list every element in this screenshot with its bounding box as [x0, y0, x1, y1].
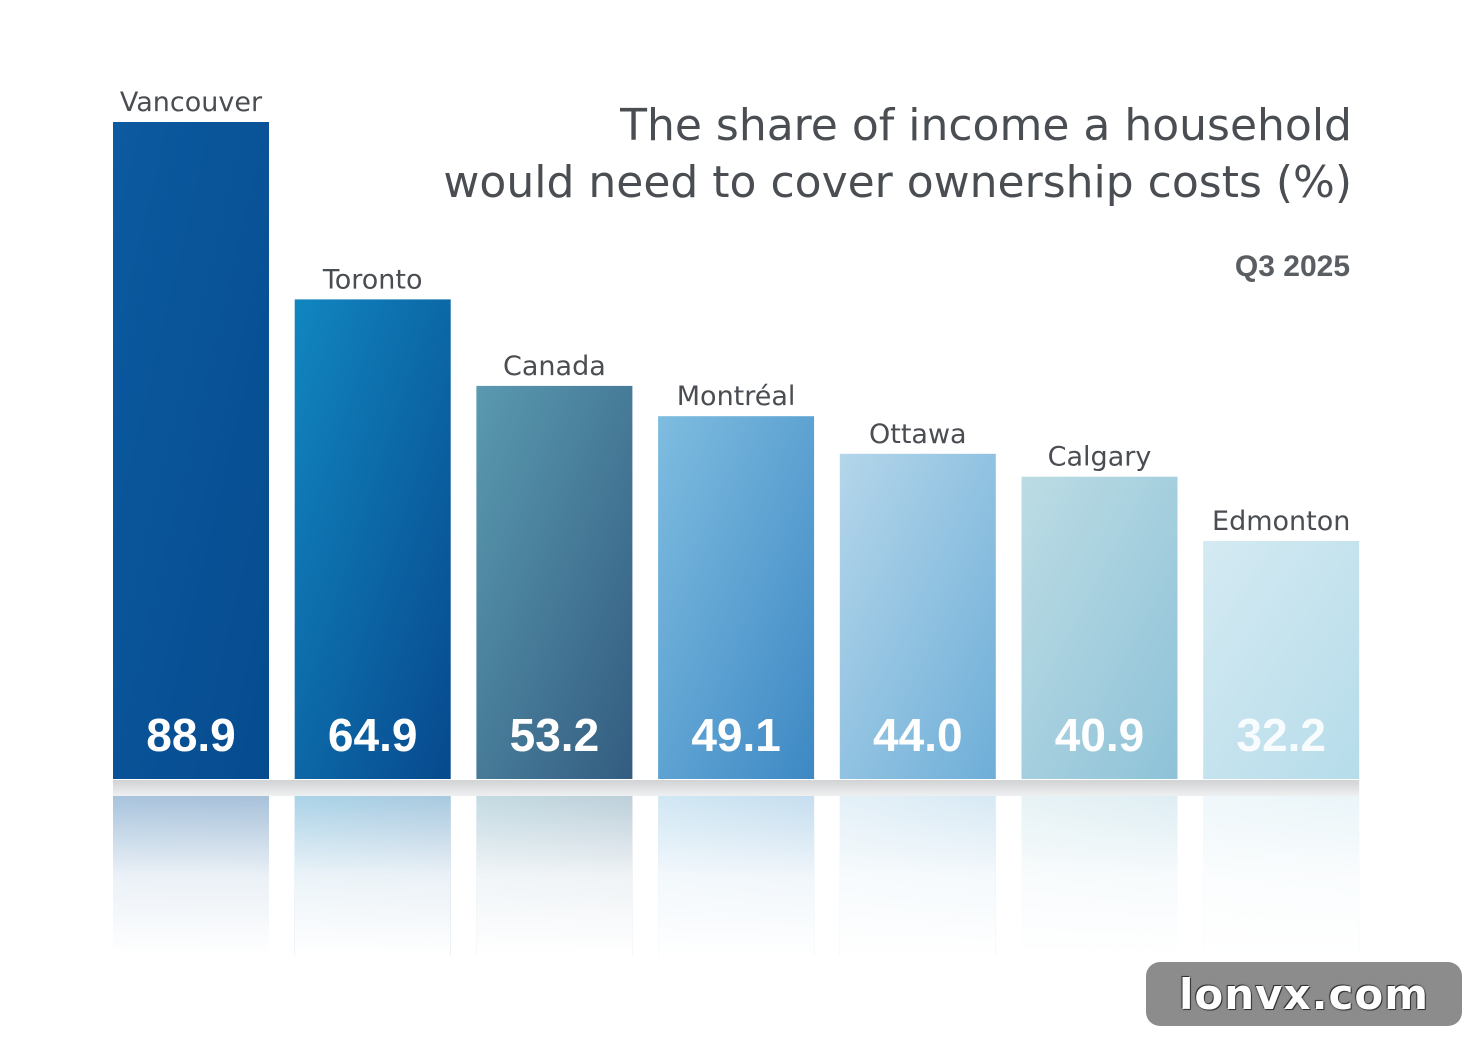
category-label: Edmonton [1212, 506, 1350, 537]
value-label: 44.0 [873, 709, 963, 761]
value-label: 49.1 [691, 709, 781, 761]
bar-calgary [1021, 476, 1178, 779]
bar-vancouver [113, 122, 269, 779]
category-label: Toronto [322, 264, 423, 295]
value-label: 53.2 [510, 709, 600, 761]
bar-ottawa [839, 453, 996, 779]
watermark-text: lonvx.com [1178, 969, 1430, 1019]
bar-edmonton [1203, 541, 1360, 779]
bar-montral [658, 416, 815, 779]
bar-canada [476, 385, 633, 779]
category-label: Calgary [1048, 442, 1152, 473]
value-label: 64.9 [328, 709, 418, 761]
value-label: 88.9 [146, 709, 236, 761]
value-label: 32.2 [1236, 709, 1326, 761]
chart-title-line-2: would need to cover ownership costs (%) [443, 157, 1352, 208]
reflection-fade [1021, 796, 1178, 956]
category-label: Vancouver [120, 87, 263, 118]
chart-subtitle: Q3 2025 [1235, 250, 1350, 283]
watermark-badge: lonvx.com [1146, 962, 1462, 1026]
reflection-fade [839, 796, 996, 956]
reflection-fade [658, 796, 815, 956]
reflection-fade [294, 796, 451, 956]
reflection-fade [113, 796, 269, 956]
category-label: Ottawa [869, 419, 967, 450]
category-label: Montréal [677, 381, 796, 412]
category-label: Canada [503, 351, 606, 382]
value-label: 40.9 [1055, 709, 1145, 761]
reflection-fade [476, 796, 633, 956]
reflection-fade [1203, 796, 1360, 956]
baseline-shelf [113, 780, 1360, 796]
bars-layer: Vancouver 88.9 Toronto 64.9 Canada 53.2 Montré… [113, 87, 1360, 956]
chart-title-line-1: The share of income a household [619, 100, 1352, 151]
bar-toronto [294, 299, 451, 779]
